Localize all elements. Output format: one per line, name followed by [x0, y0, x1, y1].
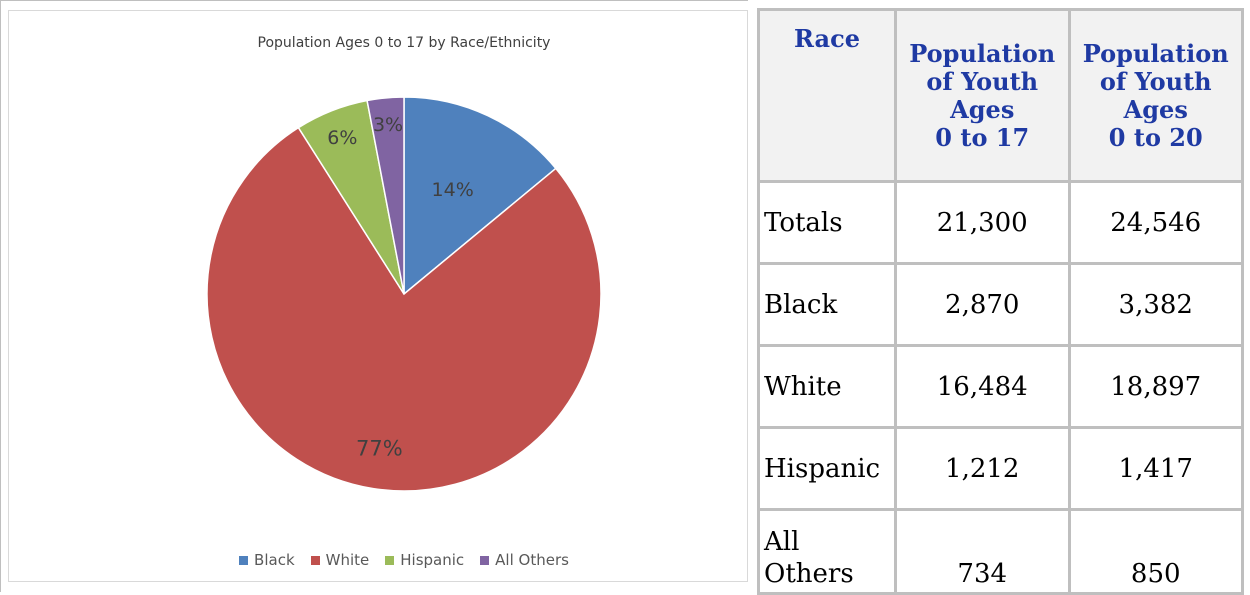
- cell-ages-0-20: 3,382: [1070, 265, 1244, 347]
- table-row: Totals 21,300 24,546: [760, 183, 1244, 265]
- legend-swatch: [310, 555, 320, 565]
- pie-slice-all-others: [366, 96, 405, 295]
- table-row: All Others 734 850: [760, 511, 1244, 595]
- table-row: White 16,484 18,897: [760, 347, 1244, 429]
- legend-item-white: White: [310, 551, 370, 569]
- header-ages-0-17: Population of Youth Ages 0 to 17: [897, 11, 1071, 183]
- chart-legend: Black White Hispanic All Others: [9, 551, 799, 569]
- cell-ages-0-17: 734: [897, 511, 1071, 595]
- cell-ages-0-17: 16,484: [897, 347, 1071, 429]
- data-label-hispanic: 6%: [327, 127, 357, 149]
- legend-swatch: [239, 555, 249, 565]
- cell-ages-0-17: 2,870: [897, 265, 1071, 347]
- header-ages-0-20: Population of Youth Ages 0 to 20: [1070, 11, 1244, 183]
- table-row: Black 2,870 3,382: [760, 265, 1244, 347]
- cell-ages-0-20: 24,546: [1070, 183, 1244, 265]
- page-frame: [0, 0, 748, 592]
- legend-label: Black: [254, 551, 295, 569]
- header-race: Race: [760, 11, 897, 183]
- population-table: Race Population of Youth Ages 0 to 17 Popul…: [757, 8, 1244, 595]
- row-label: Totals: [760, 183, 897, 265]
- table-header-row: Race Population of Youth Ages 0 to 17 Popul…: [760, 11, 1244, 183]
- row-label: Hispanic: [760, 429, 897, 511]
- data-label-white: 77%: [356, 437, 403, 461]
- legend-swatch: [385, 555, 395, 565]
- data-label-black: 14%: [432, 179, 474, 201]
- row-label: Black: [760, 265, 897, 347]
- chart-title: Population Ages 0 to 17 by Race/Ethnicit…: [257, 35, 551, 51]
- data-label-all-others: 3%: [373, 114, 403, 136]
- legend-label: All Others: [495, 551, 569, 569]
- pie-chart-svg: 14% 77% 6% 3%: [206, 96, 602, 492]
- legend-item-all-others: All Others: [480, 551, 569, 569]
- row-label: White: [760, 347, 897, 429]
- cell-ages-0-20: 850: [1070, 511, 1244, 595]
- legend-label: Hispanic: [400, 551, 465, 569]
- pie-slice-black: [403, 96, 557, 296]
- cell-ages-0-20: 18,897: [1070, 347, 1244, 429]
- pie-slice-white: [206, 126, 602, 492]
- row-label: All Others: [760, 511, 897, 595]
- legend-item-black: Black: [239, 551, 295, 569]
- cell-ages-0-17: 21,300: [897, 183, 1071, 265]
- pie-chart: Population Ages 0 to 17 by Race/Ethnicit…: [8, 10, 748, 582]
- cell-ages-0-17: 1,212: [897, 429, 1071, 511]
- legend-label: White: [325, 551, 370, 569]
- cell-ages-0-20: 1,417: [1070, 429, 1244, 511]
- table-row: Hispanic 1,212 1,417: [760, 429, 1244, 511]
- legend-item-hispanic: Hispanic: [385, 551, 464, 569]
- legend-swatch: [480, 555, 490, 565]
